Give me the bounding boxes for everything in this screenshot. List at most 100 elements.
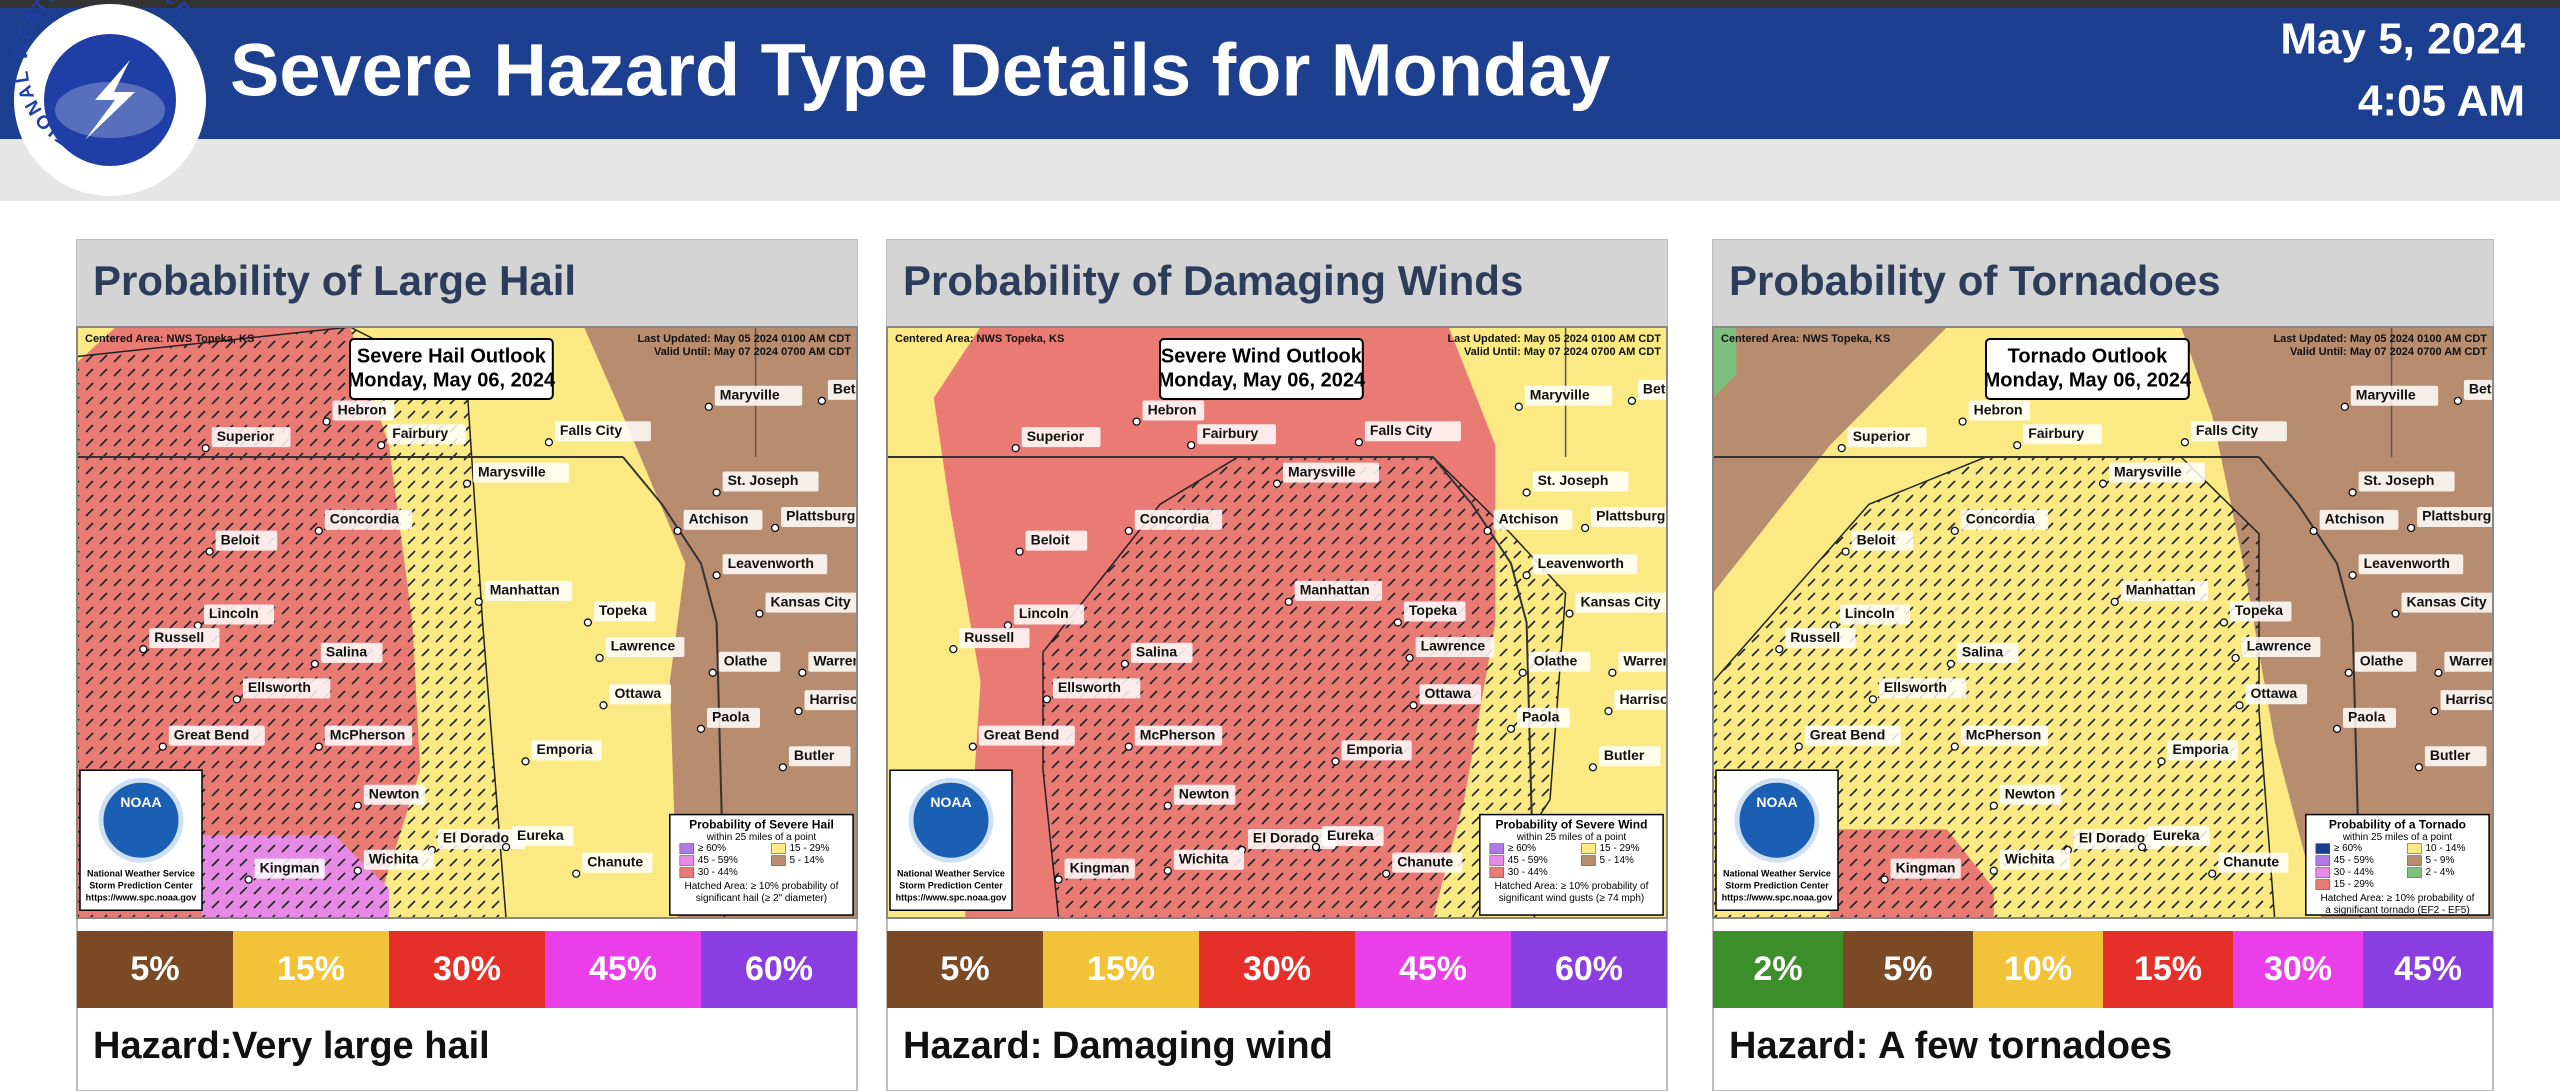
city-label-bg bbox=[1968, 400, 2031, 421]
legend-swatch bbox=[2407, 843, 2422, 854]
city-dot bbox=[755, 609, 764, 618]
org-name: National Weather Service bbox=[87, 869, 195, 879]
city-label-bg bbox=[1173, 849, 1244, 870]
city-label-bg bbox=[827, 379, 857, 400]
city-label: Newton bbox=[1179, 785, 1230, 801]
city-dot bbox=[696, 724, 706, 733]
scale-label: 2% bbox=[1753, 950, 1802, 988]
city-dot bbox=[1311, 842, 1321, 852]
scale-label: 30% bbox=[2264, 950, 2332, 988]
city-label: Emporia bbox=[2173, 741, 2229, 757]
city-dot bbox=[2332, 724, 2342, 733]
scale-cell bbox=[887, 931, 1043, 1008]
scale-cell bbox=[1199, 931, 1355, 1008]
legend-swatch bbox=[679, 843, 695, 854]
city-label-bg bbox=[1322, 826, 1384, 847]
city-label: Topeka bbox=[599, 602, 647, 618]
time: 4:05 AM bbox=[2358, 77, 2525, 126]
panel-title-bar bbox=[1713, 240, 2493, 327]
city-label: Falls City bbox=[1370, 422, 1432, 438]
city-dot bbox=[2434, 668, 2443, 677]
city-label-bg bbox=[722, 554, 828, 575]
city-label-bg bbox=[387, 424, 466, 445]
city-label-bg bbox=[1839, 604, 1911, 625]
map-frame bbox=[76, 326, 858, 919]
city-label-bg bbox=[2354, 651, 2417, 672]
city-label: Hebron bbox=[1148, 401, 1197, 417]
org-name: Storm Prediction Center bbox=[1725, 881, 1829, 891]
city-dot bbox=[1011, 444, 1020, 453]
risk-area bbox=[1713, 327, 1737, 398]
city-dot bbox=[1841, 547, 1850, 556]
city-label: Great Bend bbox=[174, 726, 249, 742]
city-label-bg bbox=[2218, 852, 2289, 873]
city-label-bg bbox=[609, 684, 672, 705]
city-label-bg bbox=[2358, 554, 2464, 575]
city-label-bg bbox=[1197, 424, 1276, 445]
city-label-bg bbox=[2148, 826, 2210, 847]
city-label: Chanute bbox=[1397, 853, 1453, 869]
city-dot bbox=[770, 523, 780, 533]
city-label: Russell bbox=[1790, 629, 1840, 645]
city-dot bbox=[1015, 547, 1024, 556]
city-label: Bethany bbox=[1643, 381, 1698, 397]
city-label: Chanute bbox=[587, 853, 643, 869]
outlook-date: Monday, May 06, 2024 bbox=[1158, 369, 1366, 391]
city-label: Lawrence bbox=[1421, 638, 1486, 654]
city-label: Hebron bbox=[1974, 401, 2023, 417]
city-label: Kingman bbox=[260, 859, 320, 875]
legend-title: Probability of a Tornado bbox=[2329, 818, 2466, 832]
legend-swatch bbox=[2315, 855, 2331, 866]
map-frame bbox=[1712, 326, 2494, 919]
city-label: Hebron bbox=[338, 401, 387, 417]
city-label: Plattsburg bbox=[2422, 508, 2491, 524]
legend-swatch bbox=[771, 855, 786, 866]
org-name: Storm Prediction Center bbox=[899, 881, 1003, 891]
city-label: Topeka bbox=[1409, 602, 1457, 618]
city-label-bg bbox=[1013, 604, 1085, 625]
org-url: https://www.spc.noaa.gov bbox=[896, 893, 1007, 903]
hazard-value: Damaging wind bbox=[1052, 1025, 1333, 1067]
valid-until: Valid Until: May 07 2024 0700 AM CDT bbox=[654, 346, 851, 358]
city-dot bbox=[2219, 618, 2228, 627]
hazard-label: Hazard: bbox=[93, 1025, 232, 1067]
city-label-bg bbox=[1341, 740, 1412, 761]
city-label: Russell bbox=[964, 629, 1014, 645]
city-label-bg bbox=[1021, 427, 1101, 448]
org-name: National Weather Service bbox=[897, 869, 1005, 879]
city-label-bg bbox=[2229, 601, 2292, 622]
city-label-bg bbox=[1134, 725, 1223, 746]
city-label: Ottawa bbox=[2251, 685, 2298, 701]
city-label: Manhattan bbox=[490, 582, 560, 598]
city-dot bbox=[314, 742, 323, 751]
city-label-bg bbox=[1960, 509, 2049, 530]
city-label: Marysville bbox=[478, 463, 546, 479]
city-label: Olathe bbox=[1534, 652, 1578, 668]
city-dot bbox=[2157, 757, 2166, 766]
city-label-bg bbox=[512, 826, 574, 847]
map: Hebron Fairbury Superior Falls City Maryvill… bbox=[77, 327, 857, 918]
legend-swatch bbox=[1489, 855, 1505, 866]
city-label: Leavenworth bbox=[1538, 555, 1624, 571]
outlook-box bbox=[1159, 338, 1364, 400]
scale-label: 5% bbox=[130, 950, 179, 988]
city-label: Newton bbox=[2005, 785, 2056, 801]
city-label: Maryville bbox=[2356, 386, 2416, 402]
scale-cell bbox=[2103, 931, 2233, 1008]
city-label: Olathe bbox=[2360, 652, 2404, 668]
city-label-bg bbox=[1532, 471, 1629, 492]
scale-label: 30% bbox=[433, 950, 501, 988]
city-dot bbox=[2340, 402, 2349, 411]
legend-label: ≥ 60% bbox=[2334, 843, 2362, 854]
city-label: Beloit bbox=[221, 531, 260, 547]
city-label-bg bbox=[593, 601, 656, 622]
city-dot bbox=[314, 526, 323, 535]
city-dot bbox=[201, 444, 210, 453]
city-label: McPherson bbox=[1966, 726, 2041, 742]
city-label: Paola bbox=[1522, 709, 1560, 725]
scale-label: 60% bbox=[1555, 950, 1623, 988]
city-label-bg bbox=[2109, 462, 2205, 483]
city-label-bg bbox=[1528, 651, 1591, 672]
city-label: Newton bbox=[369, 785, 420, 801]
city-label-bg bbox=[203, 604, 275, 625]
